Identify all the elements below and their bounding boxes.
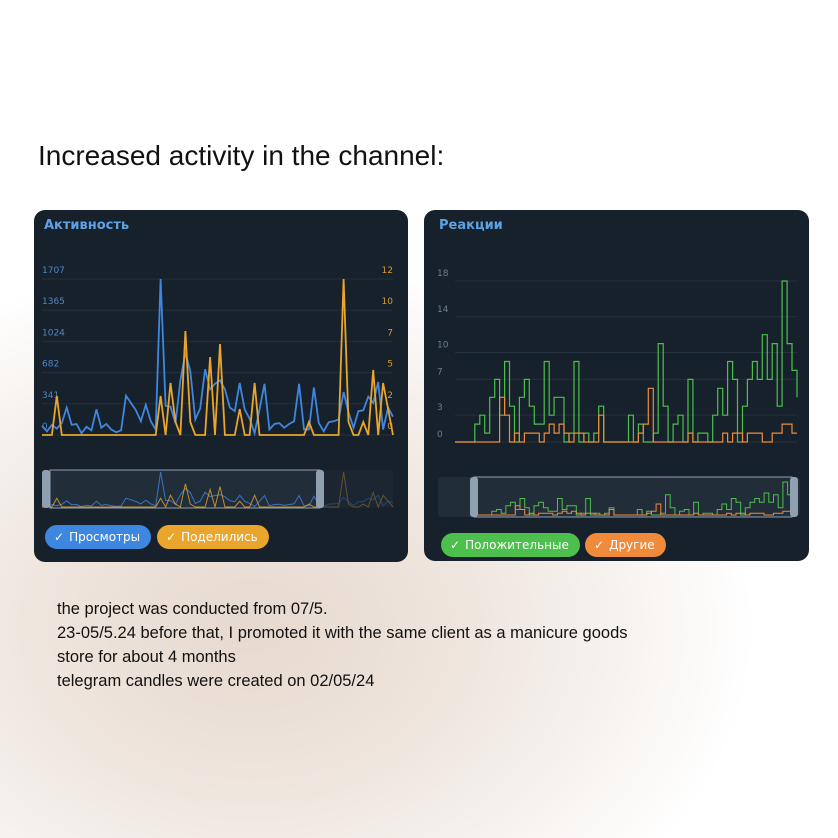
right-tick-label: 5 (387, 360, 393, 370)
left-tick-label: 18 (437, 269, 449, 279)
check-icon: ✓ (450, 538, 461, 552)
left-tick-label: 1365 (42, 297, 65, 307)
chart-title: Активность (44, 218, 130, 233)
left-tick-label: 14 (437, 305, 449, 315)
background (0, 0, 838, 230)
chart-title: Реакции (439, 218, 503, 233)
text-line: 23-05/5.24 before that, I promoted it wi… (57, 624, 628, 642)
navigator-handle-right (316, 470, 324, 508)
reactions-chart-card: Реакции 0 3 7 10 14 18 ✓ Положительные ✓ Другие (424, 210, 809, 561)
navigator-track (438, 477, 800, 517)
left-tick-label: 10 (437, 341, 449, 351)
right-tick-label: 2 (387, 391, 393, 401)
legend-label: Другие (609, 538, 655, 552)
legend-toggle-views[interactable]: ✓ Просмотры (45, 525, 152, 549)
right-tick-label: 0 (387, 422, 393, 432)
activity-chart: 0 0 341 2 682 5 1024 7 1365 10 1707 12 (41, 266, 394, 509)
navigator-handle-left (42, 470, 50, 508)
positive-line (455, 280, 798, 443)
left-tick-label: 682 (42, 360, 59, 370)
activity-chart-card: Активность 0 0 341 2 682 5 1024 7 1365 10 1707 12 ✓… (34, 210, 408, 562)
left-tick-label: 1707 (42, 266, 65, 276)
legend-toggle-positive[interactable]: ✓ Положительные (441, 533, 580, 557)
headline: Increased activity in the channel: (38, 140, 445, 171)
text-line: telegram candles were created on 02/05/2… (57, 672, 375, 690)
left-tick-label: 0 (437, 430, 443, 440)
left-tick-label: 1024 (42, 328, 65, 338)
legend-label: Поделились (181, 530, 258, 544)
legend-label: Просмотры (69, 530, 141, 544)
legend-toggle-other[interactable]: ✓ Другие (585, 533, 666, 557)
check-icon: ✓ (594, 538, 605, 552)
left-tick-label: 0 (42, 422, 48, 432)
left-tick-label: 3 (437, 403, 443, 413)
navigator-other-line (473, 503, 797, 516)
left-tick-label: 341 (42, 391, 59, 401)
other-line (455, 387, 797, 443)
right-tick-label: 12 (382, 266, 393, 276)
post-text: the project was conducted from 07/5. 23-… (57, 597, 628, 693)
text-line: the project was conducted from 07/5. (57, 600, 328, 618)
shares-line (42, 278, 394, 436)
navigator-mask (320, 470, 393, 508)
legend-label: Положительные (465, 538, 569, 552)
check-icon: ✓ (54, 530, 65, 544)
navigator-track (42, 470, 393, 508)
text-line: store for about 4 months (57, 648, 236, 666)
navigator-handle-right (790, 477, 798, 517)
left-tick-label: 7 (437, 367, 443, 377)
navigator-handle-left (470, 477, 478, 517)
reactions-chart: 0 3 7 10 14 18 (437, 269, 800, 518)
right-tick-label: 7 (387, 328, 393, 338)
legend-toggle-shares[interactable]: ✓ Поделились (157, 525, 269, 549)
check-icon: ✓ (166, 530, 177, 544)
right-tick-label: 10 (382, 297, 394, 307)
